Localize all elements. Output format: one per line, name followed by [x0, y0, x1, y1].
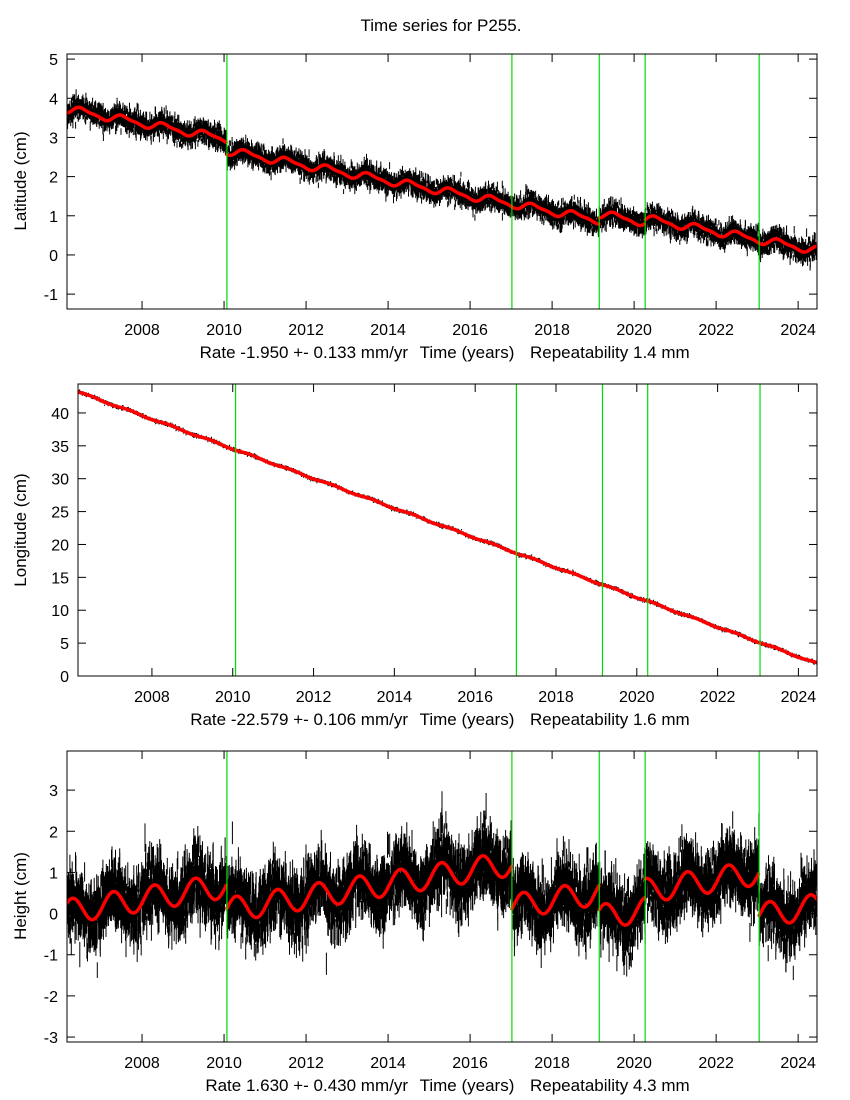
- x-tick-label: 2024: [781, 689, 817, 706]
- y-tick-label: 30: [51, 472, 69, 489]
- y-axis-label: Height (cm): [11, 852, 30, 940]
- x-tick-label: 2018: [534, 1055, 570, 1072]
- model-curve-segment: [643, 214, 761, 245]
- model-curve-segment: [225, 854, 514, 920]
- x-tick-label: 2010: [215, 689, 251, 706]
- repeatability-label: Repeatability 1.6 mm: [530, 710, 690, 729]
- x-tick-label: 2008: [134, 689, 170, 706]
- y-tick-label: 40: [51, 406, 69, 423]
- y-tick-label: 2: [49, 170, 58, 187]
- y-axis-label: Longitude (cm): [11, 473, 30, 586]
- x-tick-label: 2012: [288, 322, 324, 339]
- panel-latitude: 2008 2010 2012 2014 2016 2018 2020 2022 2024 -1 0 1…: [11, 52, 818, 362]
- x-tick-label: 2010: [206, 1055, 242, 1072]
- y-tick-label: 1: [49, 865, 58, 882]
- model-curve-segment: [643, 863, 761, 902]
- y-tick-label: -1: [44, 948, 58, 965]
- x-tick-label: 2024: [780, 322, 816, 339]
- model-curve-segment: [597, 896, 647, 927]
- y-tick-label: 5: [60, 636, 69, 653]
- y-tick-label: 2: [49, 824, 58, 841]
- y-tick-label: -3: [44, 1030, 58, 1047]
- plot-area: 2008 2010 2012 2014 2016 2018 2020 2022 2024 0 5 10…: [51, 383, 818, 706]
- y-tick-label: 20: [51, 537, 69, 554]
- model-curve-segment: [225, 147, 514, 209]
- x-tick-label: 2020: [616, 1055, 652, 1072]
- x-tick-label: 2020: [616, 322, 652, 339]
- y-tick-label: -1: [44, 287, 58, 304]
- model-curve-segment: [67, 876, 228, 922]
- y-tick-label: 0: [49, 248, 58, 265]
- x-axis-label: Time (years): [420, 1076, 515, 1095]
- model-curve-segment: [78, 390, 237, 452]
- x-tick-label: 2010: [206, 322, 242, 339]
- plot-frame: [77, 383, 818, 677]
- x-tick-label: 2012: [288, 1055, 324, 1072]
- model-curve-segment: [510, 883, 601, 916]
- y-tick-label: 4: [49, 91, 58, 108]
- x-tick-label: 2016: [452, 1055, 488, 1072]
- x-tick-label: 2022: [698, 1055, 734, 1072]
- model-curve-segment: [645, 599, 762, 645]
- x-tick-label: 2014: [377, 689, 413, 706]
- model-curve-segment: [233, 448, 518, 556]
- rate-label: Rate -1.950 +- 0.133 mm/yr: [200, 343, 409, 362]
- plot-area: 2008 2010 2012 2014 2016 2018 2020 2022 2024 -3 -2…: [44, 750, 818, 1072]
- panel-longitude: 2008 2010 2012 2014 2016 2018 2020 2022 2024 0 5 10…: [11, 383, 818, 729]
- x-tick-label: 2014: [370, 1055, 406, 1072]
- panel-height: 2008 2010 2012 2014 2016 2018 2020 2022 2024 -3 -2…: [11, 750, 818, 1095]
- model-curve-segment: [510, 201, 601, 226]
- x-tick-label: 2014: [370, 322, 406, 339]
- x-tick-label: 2016: [457, 689, 493, 706]
- model-curve-segment: [514, 551, 604, 587]
- x-tick-label: 2022: [698, 322, 734, 339]
- observation-points: [67, 89, 817, 271]
- model-curve-segment: [757, 893, 817, 925]
- x-axis-label: Time (years): [420, 710, 515, 729]
- repeatability-label: Repeatability 1.4 mm: [530, 343, 690, 362]
- model-curve-segment: [597, 210, 647, 228]
- y-tick-label: 5: [49, 52, 58, 69]
- y-tick-label: 0: [60, 669, 69, 686]
- x-axis-label: Time (years): [420, 343, 515, 362]
- x-tick-label: 2008: [124, 322, 160, 339]
- x-tick-label: 2024: [780, 1055, 816, 1072]
- y-tick-label: 15: [51, 570, 69, 587]
- y-tick-label: -2: [44, 989, 58, 1006]
- plot-frame: [66, 750, 818, 1043]
- rate-label: Rate 1.630 +- 0.430 mm/yr: [205, 1076, 408, 1095]
- y-tick-label: 35: [51, 439, 69, 456]
- plot-frame: [66, 53, 818, 310]
- y-tick-label: 3: [49, 130, 58, 147]
- repeatability-label: Repeatability 4.3 mm: [530, 1076, 690, 1095]
- model-curve-segment: [757, 237, 817, 254]
- y-tick-label: 25: [51, 505, 69, 522]
- x-tick-label: 2008: [124, 1055, 160, 1072]
- y-tick-label: 10: [51, 603, 69, 620]
- x-tick-label: 2012: [296, 689, 332, 706]
- figure-title: Time series for P255.: [361, 16, 522, 35]
- x-tick-label: 2020: [619, 689, 655, 706]
- x-tick-label: 2022: [700, 689, 736, 706]
- y-tick-label: 3: [49, 783, 58, 800]
- model-curve-segment: [600, 583, 649, 603]
- model-curve-segment: [758, 641, 817, 665]
- model-curve-segment: [67, 105, 228, 145]
- y-tick-label: 1: [49, 209, 58, 226]
- rate-label: Rate -22.579 +- 0.106 mm/yr: [190, 710, 408, 729]
- x-tick-label: 2018: [534, 322, 570, 339]
- plot-area: 2008 2010 2012 2014 2016 2018 2020 2022 2024 -1 0 1…: [44, 52, 818, 339]
- observation-points: [67, 791, 817, 981]
- x-tick-label: 2018: [538, 689, 574, 706]
- x-tick-label: 2016: [452, 322, 488, 339]
- y-axis-label: Latitude (cm): [11, 131, 30, 230]
- y-tick-label: 0: [49, 907, 58, 924]
